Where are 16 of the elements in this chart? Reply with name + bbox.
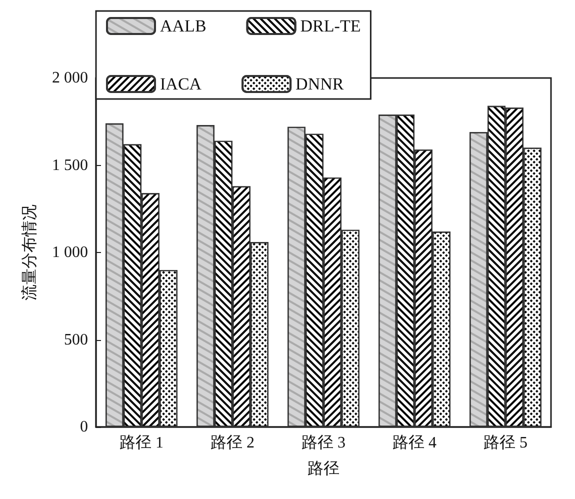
legend-label: AALB	[160, 16, 206, 36]
y-tick-label: 1 500	[52, 156, 88, 174]
x-axis-title: 路径	[308, 460, 340, 478]
x-tick-label: 路径 5	[484, 434, 528, 452]
x-tick-label: 路径 3	[302, 434, 346, 452]
x-tick-label: 路径 2	[210, 434, 254, 452]
legend-label: IACA	[160, 74, 202, 94]
x-tick-label: 路径 1	[120, 434, 164, 452]
x-tick-label: 路径 4	[392, 434, 436, 452]
y-tick-label: 2 000	[52, 70, 88, 86]
legend-label: DRL-TE	[300, 16, 361, 36]
y-tick-label: 0	[80, 418, 88, 436]
y-tick-label: 500	[64, 331, 88, 348]
y-axis-title: 流量分布情况	[20, 204, 38, 300]
y-tick-label: 1 000	[52, 244, 88, 261]
legend-label: DNNR	[296, 74, 344, 94]
